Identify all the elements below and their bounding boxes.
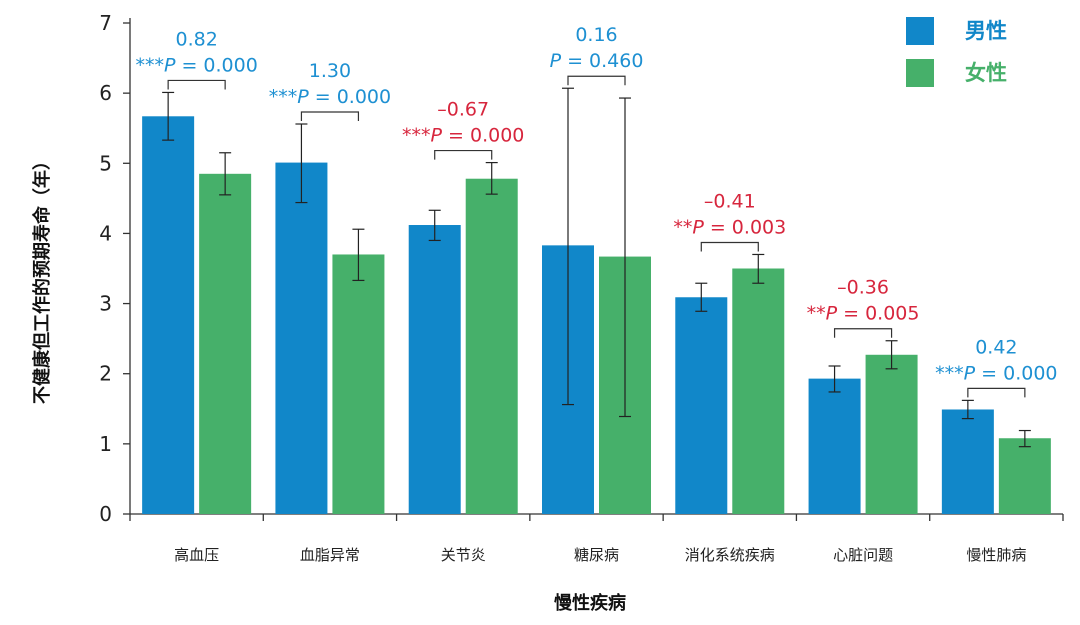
bar — [199, 173, 252, 515]
significance-bracket — [300, 111, 360, 122]
p-value-label: ***P = 0.000 — [935, 362, 1057, 384]
y-tick-label: 5 — [99, 151, 112, 175]
p-value-label: **P = 0.003 — [673, 216, 786, 238]
bar — [275, 162, 328, 514]
difference-label: 0.16 — [575, 24, 617, 46]
x-tick-label: 心脏问题 — [833, 546, 893, 564]
legend-label: 女性 — [965, 61, 1007, 85]
p-value-label: P = 0.460 — [550, 50, 644, 72]
y-tick-label: 0 — [99, 502, 112, 526]
bar — [732, 268, 785, 514]
x-tick-label: 关节炎 — [441, 546, 486, 564]
bar — [941, 409, 994, 514]
x-tick-label: 糖尿病 — [574, 546, 619, 564]
bar — [675, 297, 728, 514]
x-tick-label: 慢性肺病 — [966, 546, 1026, 564]
legend-swatch — [906, 17, 934, 45]
x-tick-label: 高血压 — [174, 546, 219, 564]
p-value-label: ***P = 0.000 — [135, 54, 257, 76]
p-value-label: ***P = 0.000 — [269, 86, 391, 108]
significance-bracket — [967, 387, 1026, 398]
bar — [142, 116, 195, 514]
legend-swatch — [906, 59, 934, 87]
bar — [998, 438, 1051, 514]
legend-label: 男性 — [965, 19, 1007, 43]
significance-bracket — [167, 79, 226, 90]
difference-label: –0.36 — [837, 277, 889, 299]
bar — [465, 178, 518, 514]
difference-label: –0.67 — [437, 99, 489, 121]
p-value-label: ***P = 0.000 — [402, 125, 524, 147]
y-tick-label: 3 — [99, 292, 112, 316]
y-tick-label: 7 — [99, 11, 112, 35]
y-axis-title: 不健康但工作的预期寿命（年） — [31, 152, 53, 404]
difference-label: –0.41 — [704, 190, 756, 212]
y-axis: 0 1 2 3 4 5 6 7 — [99, 11, 131, 526]
x-tick-label: 消化系统疾病 — [685, 546, 775, 564]
bar — [408, 225, 461, 515]
annotations: ***P = 0.000 0.82 ***P = 0.000 1.30 ***P = 0… — [135, 24, 1058, 398]
y-tick-label: 2 — [99, 362, 112, 386]
difference-label: 0.42 — [975, 336, 1017, 358]
difference-label: 1.30 — [309, 60, 351, 82]
bar — [808, 378, 861, 514]
x-tick-label: 血脂异常 — [300, 546, 360, 564]
p-value-label: **P = 0.005 — [807, 303, 920, 325]
x-axis: 高血压 血脂异常 关节炎 糖尿病 消化系统疾病 心脏问题 慢性肺病 — [129, 513, 1064, 564]
y-tick-label: 4 — [99, 221, 112, 245]
significance-bracket — [567, 75, 626, 86]
difference-label: 0.82 — [175, 28, 217, 50]
significance-bracket — [434, 149, 493, 160]
y-tick-label: 1 — [99, 432, 112, 456]
bar — [332, 254, 385, 514]
bar — [865, 354, 918, 514]
y-tick-label: 6 — [99, 81, 112, 105]
significance-bracket — [833, 328, 893, 338]
significance-bracket — [700, 241, 759, 252]
bars — [142, 87, 1051, 515]
x-axis-title: 慢性疾病 — [554, 592, 626, 614]
